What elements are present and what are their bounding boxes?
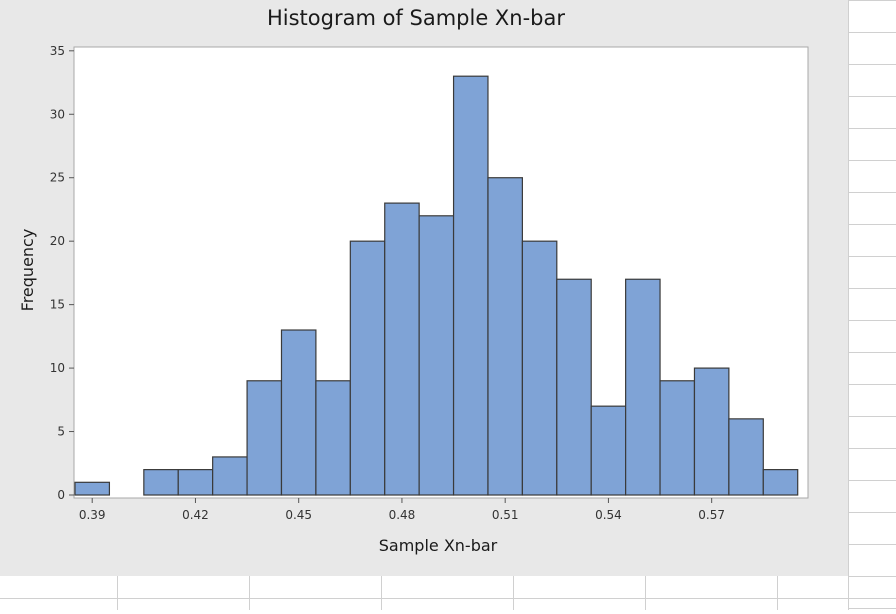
y-tick-label: 5 xyxy=(57,425,65,439)
y-tick-label: 10 xyxy=(50,361,65,375)
histogram-bar xyxy=(143,469,179,496)
y-axis-title: Frequency xyxy=(18,229,37,312)
axis-tick-labels: 0 5 10 15 20 25 30 35 0.39 0.42 0.45 0.48 0.51 0.54 0.… xyxy=(50,44,725,522)
histogram-bar xyxy=(762,469,799,496)
histogram-bar xyxy=(418,215,455,496)
histogram-bar xyxy=(659,380,696,496)
axis-ticks xyxy=(69,50,713,503)
x-tick-label: 0.48 xyxy=(389,508,416,522)
x-axis-title: Sample Xn-bar xyxy=(379,536,498,555)
histogram-bars xyxy=(74,75,799,496)
x-tick-label: 0.51 xyxy=(492,508,519,522)
chart-title: Histogram of Sample Xn-bar xyxy=(266,6,566,30)
x-tick-label: 0.54 xyxy=(595,508,622,522)
histogram-bar xyxy=(693,367,730,496)
histogram-bar xyxy=(452,75,489,496)
y-tick-label: 0 xyxy=(57,488,65,502)
y-tick-label: 20 xyxy=(50,234,65,248)
histogram-bar xyxy=(487,177,523,496)
histogram-bar xyxy=(177,469,214,496)
x-tick-label: 0.39 xyxy=(79,508,106,522)
histogram-bar xyxy=(384,202,420,496)
histogram-bar xyxy=(556,278,592,496)
x-tick-label: 0.45 xyxy=(285,508,312,522)
histogram-bar xyxy=(625,278,661,496)
y-tick-label: 35 xyxy=(50,44,65,58)
y-tick-label: 15 xyxy=(50,298,65,312)
x-tick-label: 0.57 xyxy=(698,508,725,522)
histogram-bar xyxy=(280,329,317,496)
y-tick-label: 25 xyxy=(50,171,65,185)
x-tick-label: 0.42 xyxy=(182,508,209,522)
histogram-bar xyxy=(521,240,558,496)
histogram-bar xyxy=(590,405,627,496)
histogram-plot: 0 5 10 15 20 25 30 35 0.39 0.42 0.45 0.48 0.51 0.54 0.… xyxy=(18,44,809,555)
y-tick-label: 30 xyxy=(50,107,65,121)
histogram-bar xyxy=(74,481,111,496)
histogram-bar xyxy=(315,380,351,496)
histogram-bar xyxy=(246,380,283,496)
histogram-bar xyxy=(728,418,764,496)
histogram-bar xyxy=(212,456,248,496)
histogram-bar xyxy=(349,240,386,496)
graph-window[interactable]: Histogram of Sample Xn-bar 0 5 10 15 20 25 30 3… xyxy=(0,0,848,576)
